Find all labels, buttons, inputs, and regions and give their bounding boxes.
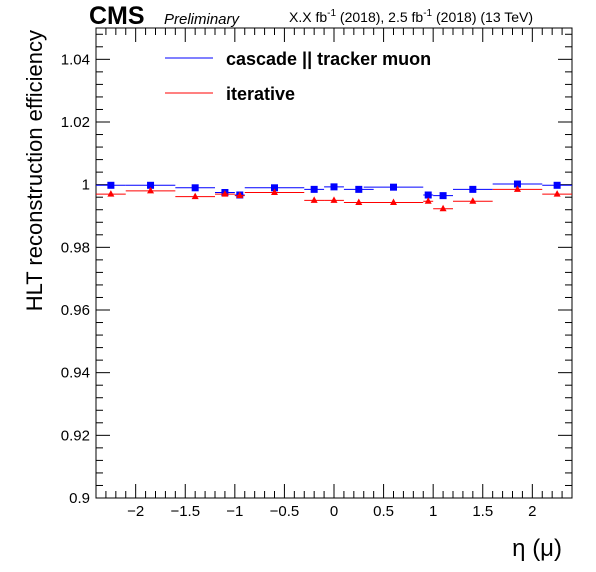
- x-tick-label: 1: [429, 503, 437, 520]
- data-point-iterative: [424, 197, 432, 204]
- y-tick-label: 0.9: [69, 490, 90, 507]
- data-point-cascade: [310, 185, 318, 193]
- x-axis-label: η (μ): [512, 535, 562, 562]
- data-point-iterative: [469, 197, 477, 204]
- x-tick-label: 0: [330, 503, 338, 520]
- data-point-cascade: [424, 191, 432, 199]
- y-tick-label: 0.94: [61, 365, 90, 382]
- legend-label-iterative: iterative: [226, 84, 295, 104]
- x-tick-label: 0.5: [373, 503, 394, 520]
- data-point-cascade: [469, 185, 477, 193]
- x-tick-label: −2: [127, 503, 144, 520]
- data-point-cascade: [390, 183, 397, 191]
- x-tick-label: −1: [226, 503, 243, 520]
- y-tick-label: 1.04: [61, 51, 90, 68]
- data-point-cascade: [330, 183, 338, 191]
- y-tick-label: 1.02: [61, 114, 90, 131]
- y-tick-label: 1: [82, 177, 90, 194]
- data-point-iterative: [191, 192, 199, 200]
- cms-label: CMS: [89, 2, 145, 30]
- y-axis-label: HLT reconstruction efficiency: [22, 30, 47, 311]
- data-point-cascade: [513, 180, 521, 188]
- data-point-iterative: [553, 190, 561, 197]
- data-point-cascade: [439, 192, 447, 200]
- data-point-iterative: [439, 204, 447, 212]
- data-point-iterative: [271, 188, 278, 195]
- x-tick-label: −0.5: [270, 503, 300, 520]
- x-tick-label: 1.5: [472, 503, 493, 520]
- data-point-iterative: [330, 196, 338, 203]
- data-point-cascade: [355, 185, 363, 193]
- data-point-iterative: [390, 198, 397, 206]
- y-tick-label: 0.96: [61, 302, 90, 319]
- data-point-iterative: [107, 190, 115, 197]
- y-tick-label: 0.92: [61, 427, 90, 444]
- data-point-iterative: [513, 185, 521, 192]
- data-point-cascade: [191, 184, 199, 192]
- data-point-iterative: [236, 191, 244, 199]
- legend-label-cascade: cascade || tracker muon: [226, 49, 431, 69]
- data-point-iterative: [310, 196, 318, 203]
- x-tick-label: 2: [528, 503, 536, 520]
- data-point-cascade: [107, 181, 115, 189]
- data-point-iterative: [355, 198, 363, 206]
- data-point-cascade: [147, 181, 155, 189]
- lumi-label: X.X fb-1 (2018), 2.5 fb-1 (2018) (13 TeV…: [289, 8, 533, 25]
- y-tick-label: 0.98: [61, 239, 90, 256]
- series-cascade: [96, 180, 572, 200]
- data-point-cascade: [553, 181, 561, 189]
- legend: cascade || tracker muon iterative: [165, 49, 431, 104]
- data-point-cascade: [271, 184, 278, 192]
- plot-frame: [95, 27, 573, 499]
- x-tick-label: −1.5: [170, 503, 200, 520]
- data-point-iterative: [221, 190, 229, 197]
- preliminary-label: Preliminary: [164, 11, 241, 28]
- data-point-iterative: [147, 186, 155, 194]
- series-iterative: [96, 185, 572, 212]
